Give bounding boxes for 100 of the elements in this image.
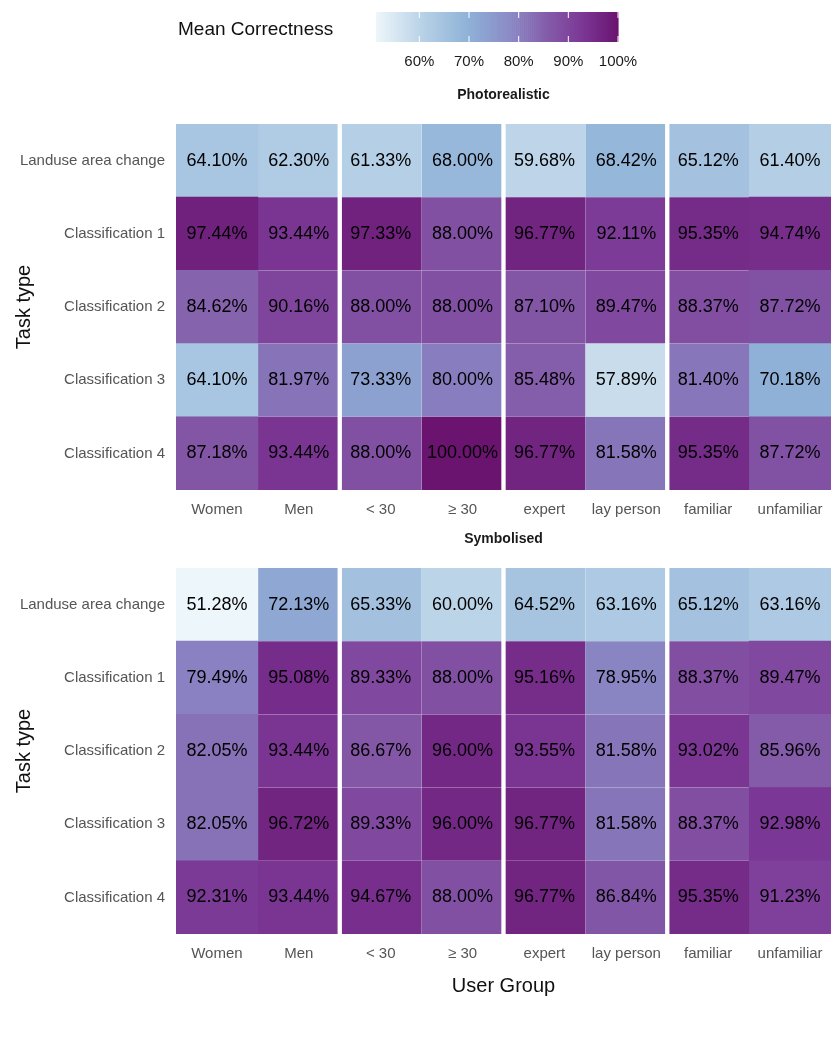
y-tick-label: Classification 4 <box>64 443 165 461</box>
data-label: 87.72% <box>759 295 821 316</box>
data-label: 62.30% <box>268 149 330 170</box>
data-label: 87.72% <box>759 442 821 463</box>
x-tick-label: Men <box>284 500 314 518</box>
data-label: 91.23% <box>759 886 821 907</box>
data-label: 68.42% <box>595 149 657 170</box>
y-tick-label: Classification 1 <box>64 667 165 685</box>
data-label: 90.16% <box>268 295 330 316</box>
data-label: 88.00% <box>432 295 494 316</box>
data-label: 88.00% <box>350 295 412 316</box>
data-label: 92.98% <box>759 813 821 834</box>
data-label: 96.72% <box>268 813 330 834</box>
data-label: 81.58% <box>595 739 657 760</box>
data-label: 64.10% <box>186 149 248 170</box>
data-label: 92.31% <box>186 886 248 907</box>
data-label: 81.58% <box>595 813 657 834</box>
data-label: 93.44% <box>268 739 330 760</box>
y-axis-title: Task type <box>11 264 34 350</box>
data-label: 64.52% <box>513 593 575 614</box>
data-label: 95.16% <box>513 666 575 687</box>
y-tick-label: Classification 3 <box>64 370 165 388</box>
color-bar-title: Mean Correctness <box>178 18 335 40</box>
data-label: 64.10% <box>186 369 248 390</box>
x-tick-label: Women <box>191 500 243 518</box>
data-label: 85.48% <box>513 369 575 390</box>
data-label: 96.77% <box>513 222 575 243</box>
data-label: 81.97% <box>268 369 330 390</box>
data-label: 82.05% <box>186 813 248 834</box>
data-label: 96.77% <box>513 442 575 463</box>
x-tick-label: familiar <box>684 500 733 518</box>
data-label: 85.96% <box>759 739 821 760</box>
data-label: 96.00% <box>432 739 494 760</box>
data-label: 93.55% <box>513 739 575 760</box>
data-label: 81.58% <box>595 442 657 463</box>
data-label: 92.11% <box>596 222 657 243</box>
data-label: 78.95% <box>595 666 657 687</box>
data-label: 81.40% <box>677 369 739 390</box>
data-label: 96.77% <box>513 813 575 834</box>
data-label: 97.33% <box>350 222 412 243</box>
data-label: 89.33% <box>350 813 412 834</box>
data-label: 88.00% <box>432 666 494 687</box>
data-label: 59.68% <box>513 149 575 170</box>
data-label: 89.47% <box>759 666 821 687</box>
data-label: 88.37% <box>677 813 739 834</box>
data-label: 95.35% <box>677 442 739 463</box>
data-label: 95.35% <box>677 222 739 243</box>
x-tick-label: Women <box>191 944 243 962</box>
data-label: 73.33% <box>350 369 412 390</box>
data-label: 86.84% <box>595 886 657 907</box>
data-label: 84.62% <box>186 295 248 316</box>
data-label: 61.33% <box>350 149 412 170</box>
x-tick-label: ≥ 30 <box>448 500 478 518</box>
data-label: 88.00% <box>350 442 412 463</box>
data-label: 93.02% <box>677 739 739 760</box>
data-label: 97.44% <box>186 222 248 243</box>
data-label: 68.00% <box>432 149 494 170</box>
data-label: 88.37% <box>677 666 739 687</box>
data-label: 96.77% <box>513 886 575 907</box>
data-label: 93.44% <box>268 222 330 243</box>
y-tick-label: Landuse area change <box>19 150 165 168</box>
y-tick-label: Landuse area change <box>19 594 165 612</box>
x-axis-title: User Group <box>450 974 557 997</box>
y-tick-label: Classification 3 <box>64 814 165 832</box>
data-label: 86.67% <box>350 739 412 760</box>
color-bar-label: 70% <box>453 52 484 70</box>
data-label: 100.00% <box>427 442 499 463</box>
data-label: 96.00% <box>432 813 494 834</box>
data-label: 88.00% <box>432 222 494 243</box>
data-label: 70.18% <box>759 369 821 390</box>
y-tick-label: Classification 4 <box>64 887 165 905</box>
chart-title: Photorealistic <box>456 86 551 104</box>
color-bar-label: 80% <box>503 52 534 70</box>
data-label: 57.89% <box>595 369 657 390</box>
data-label: 95.35% <box>677 886 739 907</box>
x-tick-label: unfamiliar <box>757 944 823 962</box>
chart-title: Symbolised <box>463 530 544 548</box>
x-tick-label: ≥ 30 <box>448 944 478 962</box>
data-label: 61.40% <box>759 149 821 170</box>
data-label: 51.28% <box>186 593 248 614</box>
x-tick-label: unfamiliar <box>757 500 823 518</box>
data-label: 88.00% <box>432 886 494 907</box>
data-label: 87.18% <box>186 442 248 463</box>
data-label: 63.16% <box>595 593 657 614</box>
data-label: 88.37% <box>677 295 739 316</box>
y-axis-title: Task type <box>11 708 34 794</box>
x-tick-label: expert <box>523 500 567 518</box>
data-label: 89.47% <box>595 295 657 316</box>
x-tick-label: lay person <box>591 944 661 962</box>
data-label: 95.08% <box>268 666 330 687</box>
data-label: 89.33% <box>350 666 412 687</box>
y-tick-label: Classification 2 <box>64 741 165 759</box>
x-tick-label: familiar <box>684 944 733 962</box>
y-tick-label: Classification 1 <box>64 223 165 241</box>
data-label: 80.00% <box>432 369 494 390</box>
data-label: 94.67% <box>350 886 412 907</box>
data-label: 87.10% <box>513 295 575 316</box>
data-label: 60.00% <box>432 593 494 614</box>
data-label: 63.16% <box>759 593 821 614</box>
data-label: 82.05% <box>186 739 248 760</box>
